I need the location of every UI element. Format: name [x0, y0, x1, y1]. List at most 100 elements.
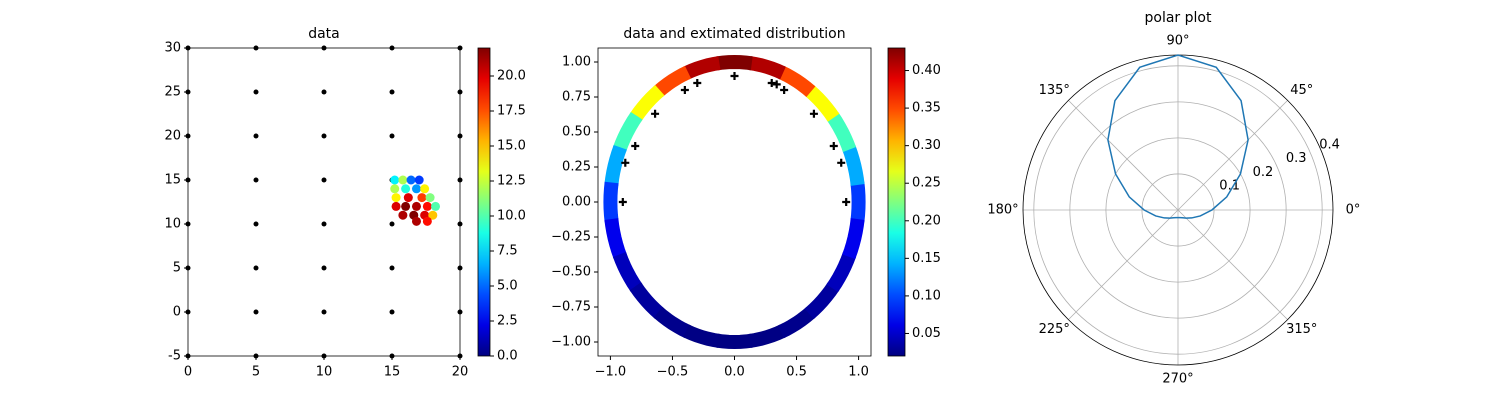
- point: [253, 221, 259, 227]
- angle-tick-label: 225°: [1039, 322, 1070, 337]
- y-tick-label: −1.00: [551, 335, 591, 350]
- point: [253, 309, 259, 315]
- chart-title: polar plot: [1145, 10, 1212, 26]
- point: [321, 177, 327, 183]
- y-tick-label: 0: [173, 305, 181, 320]
- point: [389, 265, 395, 271]
- plus-marker: [767, 79, 776, 87]
- colorbar-tick-label: 20.0: [497, 69, 526, 84]
- angle-tick-label: 45°: [1290, 83, 1313, 98]
- colored-point: [403, 193, 413, 203]
- y-tick-label: 0.00: [562, 195, 591, 210]
- x-tick-label: −1.0: [595, 365, 627, 380]
- plus-marker: [780, 86, 789, 94]
- y-tick-label: 0.75: [562, 90, 591, 105]
- x-tick-label: −0.5: [657, 365, 689, 380]
- angular-grid: [1068, 100, 1179, 211]
- colorbar-tick-label: 0.0: [497, 349, 518, 364]
- ring-segment: [629, 282, 665, 320]
- colorbar-tick-label: 0.30: [912, 138, 941, 153]
- ring-segment: [716, 54, 753, 71]
- point: [253, 133, 259, 139]
- colorbar-tick-label: 0.15: [912, 251, 941, 266]
- colorbar: [477, 47, 491, 357]
- ring-segment: [716, 333, 753, 350]
- y-tick-label: 30: [164, 41, 181, 56]
- colored-point: [425, 193, 435, 203]
- point: [321, 133, 327, 139]
- ring-segment: [612, 251, 643, 293]
- angle-tick-label: 270°: [1162, 372, 1193, 387]
- x-tick-label: 10: [316, 365, 333, 380]
- colored-point: [390, 175, 400, 185]
- ring-segment: [683, 324, 721, 348]
- axes-frame: [187, 47, 461, 357]
- colorbar-tick-label: 12.5: [497, 174, 526, 189]
- y-tick-label: −0.50: [551, 265, 591, 280]
- colored-point: [431, 201, 441, 211]
- y-tick-label: 25: [164, 85, 181, 100]
- colorbar-tick-label: 5.0: [497, 279, 518, 294]
- point: [321, 89, 327, 95]
- x-tick-label: 15: [384, 365, 401, 380]
- plus-marker: [837, 158, 846, 167]
- colored-point: [401, 201, 411, 211]
- colored-point: [414, 175, 424, 185]
- angular-grid: [1177, 100, 1288, 211]
- plus-marker: [829, 142, 838, 150]
- x-tick-label: 5: [252, 365, 260, 380]
- point: [389, 133, 395, 139]
- plus-marker: [842, 198, 851, 206]
- colored-point: [406, 175, 416, 185]
- colorbar-tick-label: 0.35: [912, 101, 941, 116]
- angle-tick-label: 90°: [1166, 34, 1189, 49]
- angle-tick-label: 135°: [1039, 83, 1070, 98]
- colored-point: [391, 193, 401, 203]
- axes-frame: [597, 47, 872, 357]
- y-tick-label: 5: [173, 261, 181, 276]
- colored-point: [422, 216, 432, 226]
- y-tick-label: −0.25: [551, 230, 591, 245]
- ring-segment: [653, 65, 692, 98]
- point: [321, 221, 327, 227]
- colored-point: [411, 184, 421, 194]
- colorbar-tick-label: 0.25: [912, 176, 941, 191]
- colorbar: [887, 47, 906, 357]
- y-tick-label: 1.00: [562, 55, 591, 70]
- point: [321, 309, 327, 315]
- x-tick-label: 20: [452, 365, 469, 380]
- colorbar-tick-label: 0.05: [912, 326, 941, 341]
- colored-point: [411, 201, 421, 211]
- point: [253, 177, 259, 183]
- colored-point: [391, 201, 401, 211]
- colored-point: [420, 184, 430, 194]
- ring-segment: [850, 181, 866, 223]
- plus-marker: [631, 142, 640, 150]
- plus-marker: [772, 80, 781, 89]
- angular-grid: [1068, 209, 1179, 320]
- y-tick-label: 10: [164, 217, 181, 232]
- ring-segment: [842, 218, 865, 260]
- radial-tick-label: 0.4: [1319, 137, 1340, 152]
- ring-segment: [683, 56, 721, 80]
- colorbar-tick-label: 2.5: [497, 314, 518, 329]
- colored-point: [417, 193, 427, 203]
- y-tick-label: 15: [164, 173, 181, 188]
- ring-segment: [748, 324, 786, 348]
- y-tick-label: −0.75: [551, 300, 591, 315]
- ring-segment: [826, 111, 857, 153]
- colored-point: [390, 184, 400, 194]
- colorbar-tick-label: 15.0: [497, 139, 526, 154]
- y-tick-label: 0.50: [562, 125, 591, 140]
- ring-segment: [804, 84, 840, 122]
- ring-segment: [748, 56, 786, 80]
- radial-tick-label: 0.2: [1253, 165, 1274, 180]
- plus-marker: [621, 158, 630, 167]
- x-tick-label: 0.0: [724, 365, 745, 380]
- plus-marker: [730, 72, 739, 80]
- colorbar-tick-label: 0.20: [912, 213, 941, 228]
- colorbar-tick-label: 0.10: [912, 288, 941, 303]
- ring-segment: [604, 218, 627, 260]
- ring-segment: [603, 181, 619, 223]
- point: [253, 89, 259, 95]
